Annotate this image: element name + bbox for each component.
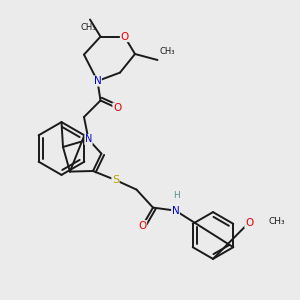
Text: O: O (138, 220, 147, 231)
Text: H: H (174, 191, 180, 200)
Text: CH₃: CH₃ (159, 47, 175, 56)
Text: S: S (112, 175, 119, 185)
Text: O: O (113, 103, 121, 113)
Text: O: O (245, 218, 253, 228)
Text: CH₃: CH₃ (81, 22, 96, 32)
Text: CH₃: CH₃ (268, 217, 285, 226)
Text: O: O (120, 32, 129, 42)
Text: N: N (172, 206, 179, 216)
Text: N: N (94, 76, 101, 86)
Text: N: N (85, 134, 92, 145)
